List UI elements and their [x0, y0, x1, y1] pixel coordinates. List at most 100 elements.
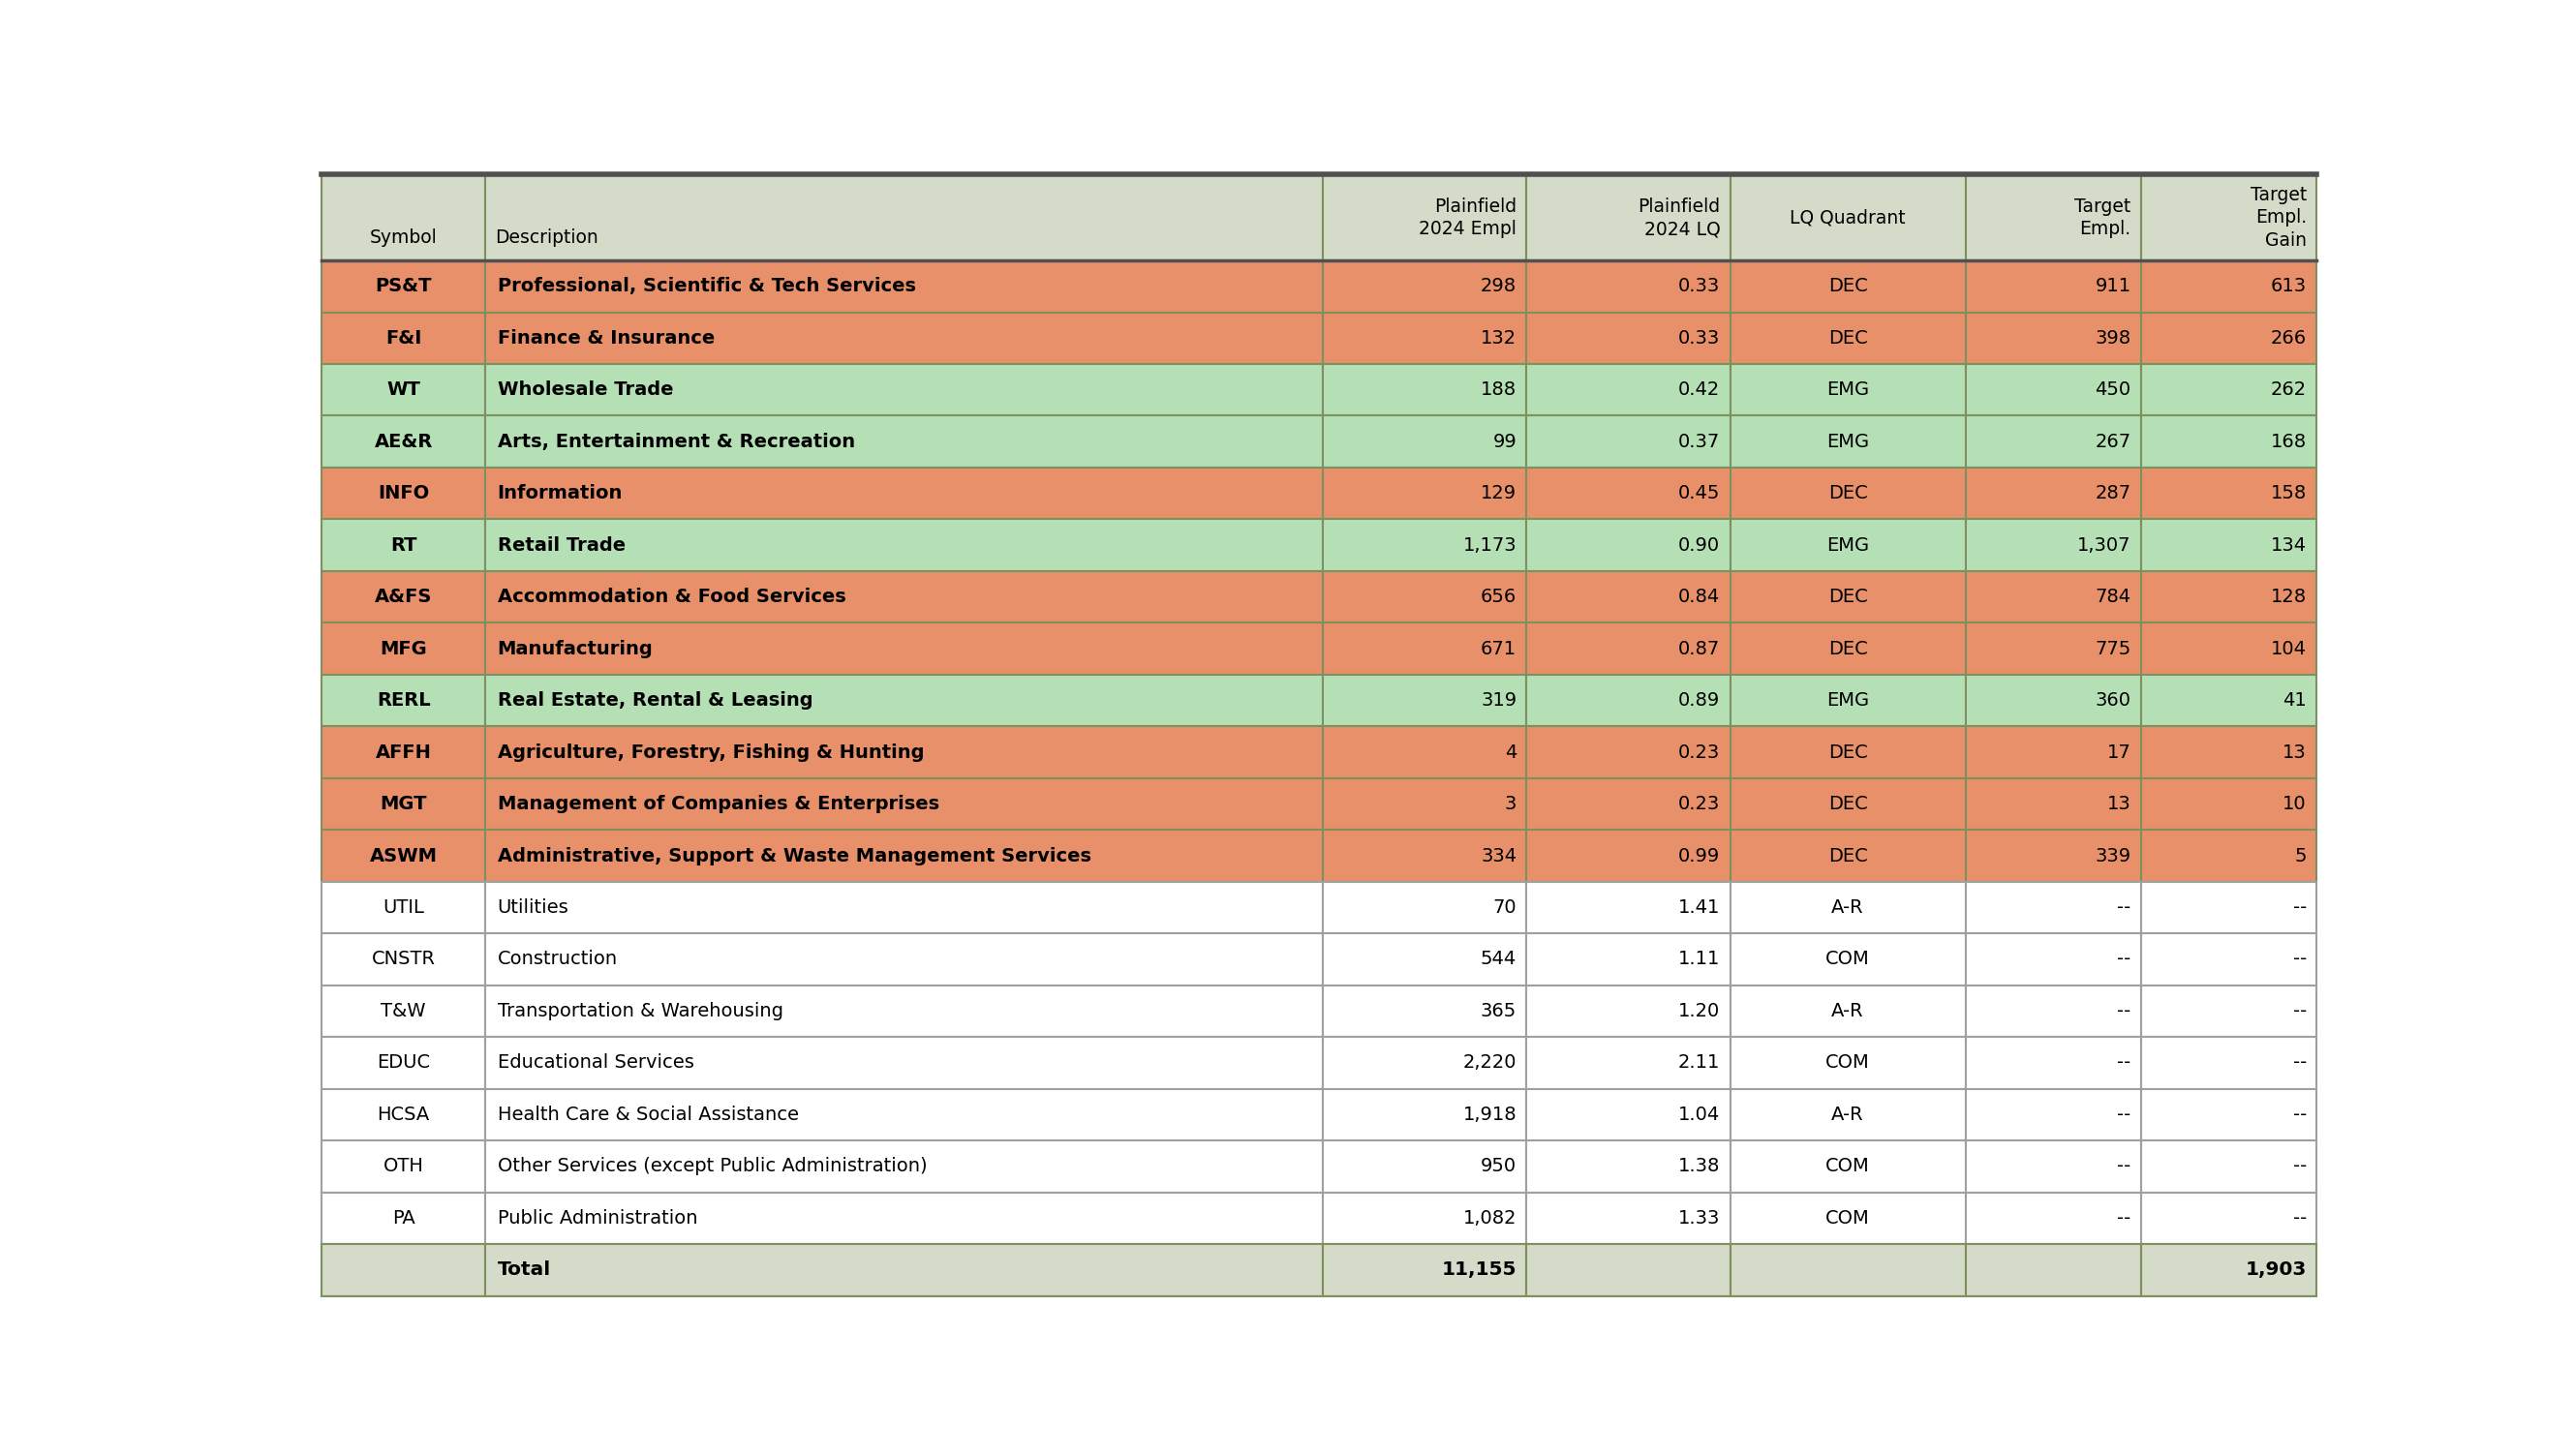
Bar — [1730, 1192, 1967, 1243]
Text: 298: 298 — [1480, 277, 1516, 296]
Text: DEC: DEC — [1828, 795, 1869, 814]
Bar — [322, 623, 486, 674]
Text: 4: 4 — [1506, 743, 1516, 761]
Text: F&I: F&I — [386, 329, 422, 348]
Text: 132: 132 — [1480, 329, 1516, 348]
Text: 262: 262 — [2270, 380, 2306, 399]
Text: 134: 134 — [2270, 536, 2306, 555]
Text: COM: COM — [1825, 1054, 1869, 1072]
Bar — [486, 1037, 1323, 1089]
Bar — [1323, 416, 1526, 467]
Text: Accommodation & Food Services: Accommodation & Food Services — [497, 588, 847, 606]
Text: 1.20: 1.20 — [1678, 1002, 1719, 1021]
Bar — [1323, 1037, 1526, 1089]
Text: 267: 267 — [2095, 432, 2131, 451]
Bar — [2142, 1192, 2317, 1243]
Bar — [1967, 1140, 2142, 1192]
Bar — [1730, 175, 1967, 261]
Bar — [1730, 882, 1967, 933]
Bar — [2142, 571, 2317, 623]
Bar — [1526, 727, 1730, 778]
Text: MFG: MFG — [381, 639, 427, 658]
Text: Professional, Scientific & Tech Services: Professional, Scientific & Tech Services — [497, 277, 916, 296]
Text: 188: 188 — [1480, 380, 1516, 399]
Bar — [1323, 830, 1526, 882]
Text: 1.41: 1.41 — [1678, 898, 1719, 917]
Text: 3: 3 — [1506, 795, 1516, 814]
Text: 671: 671 — [1480, 639, 1516, 658]
Text: 656: 656 — [1480, 588, 1516, 606]
Text: DEC: DEC — [1828, 743, 1869, 761]
Bar — [2142, 882, 2317, 933]
Text: CNSTR: CNSTR — [371, 951, 435, 968]
Text: AE&R: AE&R — [373, 432, 432, 451]
Bar — [322, 1037, 486, 1089]
Bar — [1323, 674, 1526, 727]
Bar — [1526, 175, 1730, 261]
Text: 5: 5 — [2293, 846, 2306, 865]
Bar — [1730, 364, 1967, 416]
Text: Utilities: Utilities — [497, 898, 569, 917]
Bar — [1323, 1089, 1526, 1140]
Bar — [322, 1140, 486, 1192]
Text: 544: 544 — [1480, 951, 1516, 968]
Text: 1.11: 1.11 — [1678, 951, 1719, 968]
Bar — [322, 830, 486, 882]
Bar — [1526, 571, 1730, 623]
Bar — [1730, 1140, 1967, 1192]
Text: 0.45: 0.45 — [1678, 485, 1719, 502]
Text: DEC: DEC — [1828, 639, 1869, 658]
Bar — [1526, 778, 1730, 830]
Text: RERL: RERL — [376, 692, 430, 709]
Bar — [1323, 986, 1526, 1037]
Text: --: -- — [2118, 898, 2131, 917]
Bar — [1323, 571, 1526, 623]
Text: --: -- — [2118, 1002, 2131, 1021]
Text: 0.99: 0.99 — [1678, 846, 1719, 865]
Text: 41: 41 — [2283, 692, 2306, 709]
Bar — [2142, 1037, 2317, 1089]
Bar — [322, 520, 486, 571]
Bar — [1526, 1037, 1730, 1089]
Bar — [1967, 1192, 2142, 1243]
Bar — [1730, 467, 1967, 520]
Text: Finance & Insurance: Finance & Insurance — [497, 329, 716, 348]
Bar — [1526, 312, 1730, 364]
Text: 104: 104 — [2270, 639, 2306, 658]
Text: LQ Quadrant: LQ Quadrant — [1789, 208, 1905, 227]
Text: 99: 99 — [1493, 432, 1516, 451]
Text: 911: 911 — [2095, 277, 2131, 296]
Bar — [1730, 261, 1967, 312]
Bar — [1526, 1243, 1730, 1296]
Bar — [486, 986, 1323, 1037]
Text: 784: 784 — [2095, 588, 2131, 606]
Bar — [486, 571, 1323, 623]
Bar — [322, 1192, 486, 1243]
Bar — [1967, 986, 2142, 1037]
Bar — [1526, 1089, 1730, 1140]
Bar — [486, 727, 1323, 778]
Text: EDUC: EDUC — [376, 1054, 430, 1072]
Bar — [2142, 778, 2317, 830]
Text: COM: COM — [1825, 951, 1869, 968]
Bar — [1967, 571, 2142, 623]
Bar — [1967, 467, 2142, 520]
Bar — [1323, 727, 1526, 778]
Bar — [2142, 1089, 2317, 1140]
Text: COM: COM — [1825, 1208, 1869, 1227]
Bar — [1323, 778, 1526, 830]
Bar — [486, 1089, 1323, 1140]
Text: 365: 365 — [1480, 1002, 1516, 1021]
Bar — [486, 623, 1323, 674]
Text: AFFH: AFFH — [376, 743, 432, 761]
Bar — [486, 1243, 1323, 1296]
Bar — [1323, 467, 1526, 520]
Text: --: -- — [2293, 1158, 2306, 1175]
Text: Arts, Entertainment & Recreation: Arts, Entertainment & Recreation — [497, 432, 855, 451]
Text: 360: 360 — [2095, 692, 2131, 709]
Bar — [1323, 1140, 1526, 1192]
Text: ASWM: ASWM — [371, 846, 438, 865]
Bar — [1730, 520, 1967, 571]
Bar — [486, 416, 1323, 467]
Bar — [486, 1140, 1323, 1192]
